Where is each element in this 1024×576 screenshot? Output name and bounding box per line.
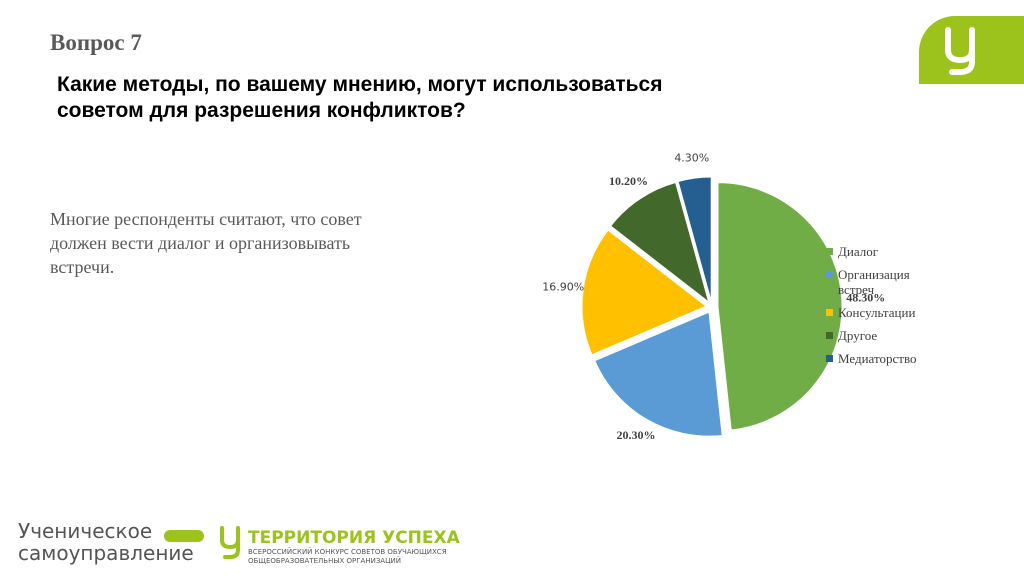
legend-entry: Консультации <box>826 305 920 320</box>
data-label: 16.90% <box>542 281 584 294</box>
pie-slice <box>581 229 708 356</box>
legend-swatch <box>826 355 833 362</box>
body-line: встречи. <box>50 257 115 277</box>
logo-text: Ученическое <box>18 519 153 543</box>
legend-label: Организация встреч <box>838 267 910 297</box>
pie: 48.30% 20.30% 16.90% 10.20% 4.30% <box>542 151 885 442</box>
pie-slice <box>717 182 843 431</box>
data-label: 48.30% <box>846 291 885 305</box>
legend-swatch <box>826 332 833 339</box>
legend-entry: Другое <box>826 328 920 343</box>
logo-text: ОБЩЕОБРАЗОВАТЕЛЬНЫХ ОРГАНИЗАЦИЙ <box>248 557 401 565</box>
question: Какие методы, по вашему мнению, могут ис… <box>57 72 662 124</box>
logo-text: ВСЕРОССИЙСКИЙ КОНКУРС СОВЕТОВ ОБУЧАЮЩИХС… <box>248 548 447 556</box>
logo-left: Ученическое самоуправление <box>18 520 194 564</box>
legend-entry: Диалог <box>826 244 920 259</box>
data-label: 4.30% <box>674 151 709 164</box>
body-line: должен вести диалог и организовывать <box>50 233 351 253</box>
legend-label: Другое <box>838 328 878 343</box>
pie-slice <box>609 181 710 304</box>
legend-entry: Медиаторство <box>826 351 920 366</box>
body-text: Многие респонденты считают, что совет до… <box>50 207 362 279</box>
data-label: 10.20% <box>609 174 648 188</box>
legend-label: Медиаторство <box>838 351 917 366</box>
bottom-logo-icon <box>164 526 240 559</box>
question-line: Какие методы, по вашему мнению, могут ис… <box>57 73 663 96</box>
legend-entry: Организация встреч <box>826 267 920 297</box>
pie-slice <box>677 176 712 302</box>
body-line: Многие респонденты считают, что совет <box>50 209 362 229</box>
legend-label: Диалог <box>838 244 879 259</box>
pie-slice <box>594 311 723 437</box>
logo-text: самоуправление <box>18 541 194 565</box>
legend-label: Консультации <box>838 305 916 320</box>
legend: Диалог Организация встреч Консультации Друг… <box>826 244 936 374</box>
logo-right: ТЕРРИТОРИЯ УСПЕХА ВСЕРОССИЙСКИЙ КОНКУРС … <box>248 528 460 566</box>
legend-swatch <box>826 309 833 316</box>
logo-text: ТЕРРИТОРИЯ УСПЕХА <box>248 528 460 548</box>
corner-logo <box>919 16 1024 84</box>
question-line: советом для разрешения конфликтов? <box>57 99 466 122</box>
legend-swatch <box>826 248 833 255</box>
data-label: 20.30% <box>617 428 656 442</box>
legend-swatch <box>826 271 833 278</box>
heading: Вопрос 7 <box>50 30 142 55</box>
corner-icon <box>945 27 975 75</box>
